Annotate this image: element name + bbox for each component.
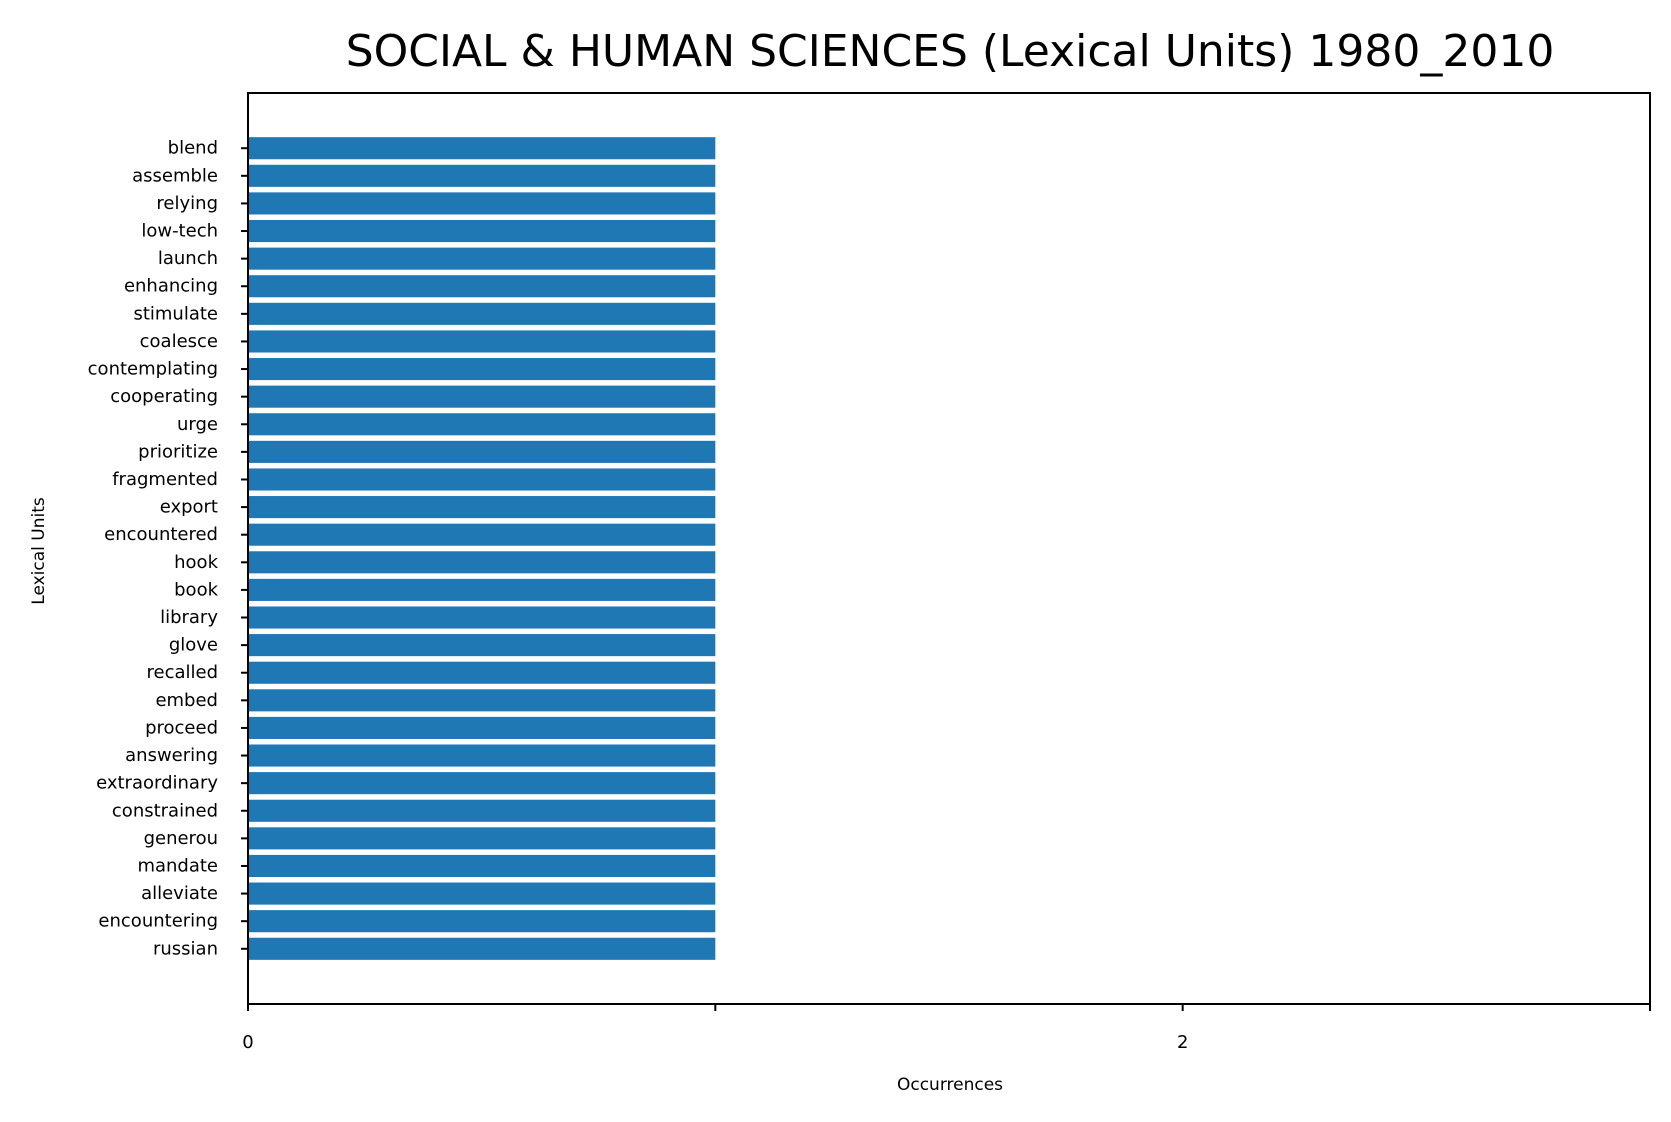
bar-generou [248,827,716,850]
bar-hook [248,551,716,574]
y-tick-label: contemplating [88,359,218,380]
y-tick-label: encountering [98,911,218,932]
y-tick-label: launch [158,248,218,269]
y-tick-label: export [160,497,218,518]
y-ticks-group: blend assemble relying low-tech launch enhanc… [88,138,248,959]
y-axis-label: Lexical Units [29,497,49,605]
bar-assemble [248,164,716,187]
bar-fragmented [248,468,716,491]
y-tick-label: extraordinary [96,773,218,794]
bar-coalesce [248,330,716,353]
chart-title: SOCIAL & HUMAN SCIENCES (Lexical Units) … [346,26,1555,77]
bar-embed [248,689,716,712]
y-tick-label: recalled [146,662,218,683]
y-tick-label: book [174,579,218,600]
y-tick-label: generou [144,828,218,849]
bar-blend [248,137,716,160]
y-tick-label: answering [125,745,218,766]
bar-answering [248,744,716,767]
bars-group [248,137,716,960]
y-tick-label: coalesce [140,331,218,352]
bar-export [248,496,716,519]
bar-extraordinary [248,772,716,795]
y-tick-label: mandate [137,855,218,876]
x-tick-label: 0 [242,1032,253,1053]
y-tick-label: glove [169,635,218,656]
bar-urge [248,413,716,436]
x-tick-label: 2 [1177,1032,1188,1053]
y-tick-label: urge [177,414,218,435]
bar-stimulate [248,302,716,325]
y-tick-label: stimulate [133,303,218,324]
y-tick-label: constrained [112,800,218,821]
bar-enhancing [248,275,716,298]
bar-launch [248,247,716,270]
bar-glove [248,634,716,657]
y-tick-label: russian [153,938,218,959]
y-tick-label: embed [155,690,218,711]
bar-encountering [248,910,716,933]
bar-mandate [248,854,716,878]
bar-library [248,606,716,629]
bar-recalled [248,661,716,684]
y-tick-label: relying [156,193,218,214]
y-tick-label: prioritize [138,441,218,462]
y-tick-label: proceed [145,717,218,738]
y-tick-label: enhancing [124,276,218,297]
x-axis-label: Occurrences [897,1075,1003,1095]
plot-frame [247,92,1651,1005]
bar-prioritize [248,440,716,463]
bar-cooperating [248,385,716,408]
bar-low-tech [248,219,716,243]
bar-alleviate [248,882,716,905]
y-tick-label: hook [174,552,218,573]
y-tick-label: blend [168,138,218,159]
bar-russian [248,937,716,960]
y-tick-label: library [160,607,218,628]
y-tick-label: low-tech [141,221,218,242]
y-tick-label: fragmented [112,469,218,490]
bar-proceed [248,716,716,739]
bar-contemplating [248,358,716,381]
y-tick-label: assemble [132,165,218,186]
bar-encountered [248,523,716,546]
bar-book [248,578,716,601]
y-tick-label: encountered [104,524,218,545]
bar-relying [248,192,716,215]
y-tick-label: alleviate [141,883,218,904]
y-tick-label: cooperating [110,386,218,407]
bar-constrained [248,799,716,822]
